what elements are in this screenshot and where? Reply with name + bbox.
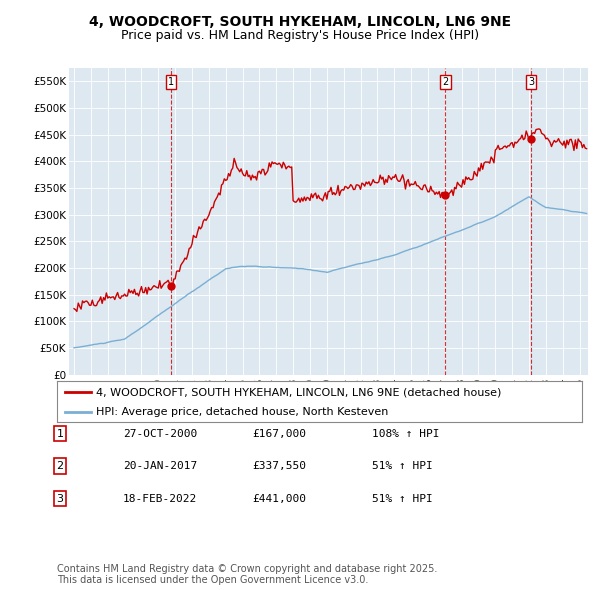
Text: £337,550: £337,550: [252, 461, 306, 471]
Text: 4, WOODCROFT, SOUTH HYKEHAM, LINCOLN, LN6 9NE: 4, WOODCROFT, SOUTH HYKEHAM, LINCOLN, LN…: [89, 15, 511, 29]
Text: £167,000: £167,000: [252, 429, 306, 438]
Text: Contains HM Land Registry data © Crown copyright and database right 2025.
This d: Contains HM Land Registry data © Crown c…: [57, 563, 437, 585]
Text: £441,000: £441,000: [252, 494, 306, 503]
Text: 1: 1: [56, 429, 64, 438]
Text: 108% ↑ HPI: 108% ↑ HPI: [372, 429, 439, 438]
Text: HPI: Average price, detached house, North Kesteven: HPI: Average price, detached house, Nort…: [97, 407, 389, 417]
Text: 3: 3: [528, 77, 534, 87]
Text: 3: 3: [56, 494, 64, 503]
Text: 2: 2: [56, 461, 64, 471]
Text: 51% ↑ HPI: 51% ↑ HPI: [372, 461, 433, 471]
Text: 51% ↑ HPI: 51% ↑ HPI: [372, 494, 433, 503]
Text: 27-OCT-2000: 27-OCT-2000: [123, 429, 197, 438]
Text: 18-FEB-2022: 18-FEB-2022: [123, 494, 197, 503]
Text: 2: 2: [442, 77, 449, 87]
Text: 1: 1: [168, 77, 174, 87]
Text: Price paid vs. HM Land Registry's House Price Index (HPI): Price paid vs. HM Land Registry's House …: [121, 30, 479, 42]
Text: 20-JAN-2017: 20-JAN-2017: [123, 461, 197, 471]
Text: 4, WOODCROFT, SOUTH HYKEHAM, LINCOLN, LN6 9NE (detached house): 4, WOODCROFT, SOUTH HYKEHAM, LINCOLN, LN…: [97, 387, 502, 397]
